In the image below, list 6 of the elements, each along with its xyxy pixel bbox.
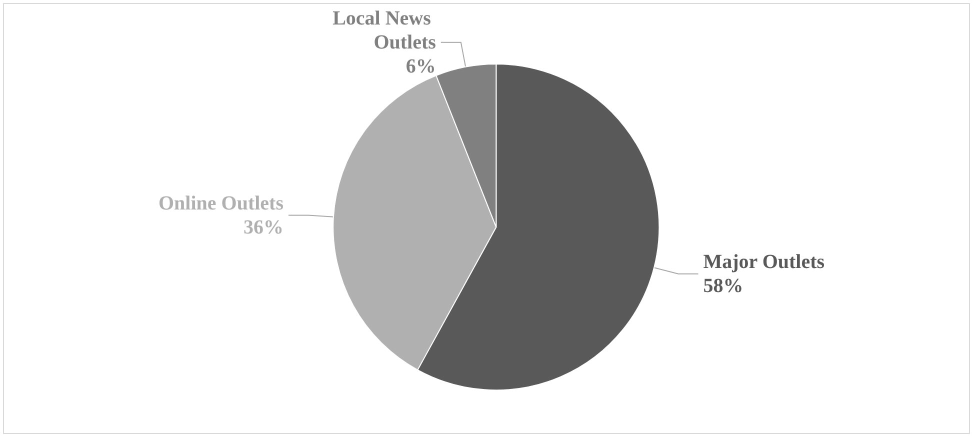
slice-label: Local News Outlets: [332, 7, 436, 54]
data-label: 36%: [244, 216, 284, 238]
slice-label: Major Outlets: [703, 250, 825, 273]
data-label: 58%: [703, 274, 744, 297]
data-label: 6%: [406, 55, 436, 78]
slice-label: Online Outlets: [158, 192, 284, 214]
